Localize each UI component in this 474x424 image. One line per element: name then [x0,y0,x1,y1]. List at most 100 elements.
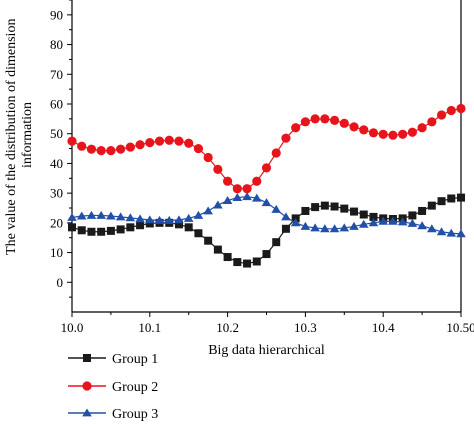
data-point [358,219,369,228]
data-point [203,206,213,215]
y-axis-title-line-2: information [20,102,35,168]
data-point [145,215,155,224]
data-point [135,214,145,223]
legend-entry-1: Group 1 [68,352,158,367]
x-tick-label: 10.2 [216,320,239,335]
data-point [350,207,359,216]
legend-marker [82,408,92,417]
y-tick-label: 30 [50,186,63,201]
data-point [67,212,77,221]
legend-entry-3: Group 3 [68,407,158,422]
legend-label: Group 1 [112,352,158,367]
data-point [427,117,437,127]
data-point [408,211,417,220]
data-point [359,210,368,219]
legend-label: Group 2 [112,380,158,395]
data-point [320,114,330,124]
y-tick-label: 50 [50,126,63,141]
y-tick-label: 10 [50,245,63,260]
legend-marker [82,381,92,391]
data-point [67,136,77,146]
data-point [281,224,290,233]
x-tick-label: 10.3 [294,320,317,335]
data-point [388,216,398,225]
data-point [310,114,320,124]
data-point [446,228,457,237]
data-point [300,221,311,230]
data-point [126,223,135,232]
data-point [378,129,388,139]
data-point [447,194,456,203]
data-point [96,146,106,156]
data-point [116,144,126,154]
legend: Group 1 Group 2 Group 3 [68,352,158,422]
data-point [261,198,272,207]
data-point [329,115,340,125]
data-point [417,123,427,133]
data-point [242,192,252,201]
data-point [252,257,261,266]
data-point [86,210,97,219]
series-3 [67,192,466,238]
data-point [135,140,145,150]
data-point [174,136,184,146]
y-tick-label: 20 [50,215,63,230]
y-tick-label: 0 [57,275,64,290]
legend-marker [83,354,91,362]
data-point [252,176,262,186]
axes [71,0,462,313]
data-point [76,211,87,220]
x-tick-label: 10.4 [372,320,395,335]
data-point [339,223,350,232]
data-point [397,217,408,226]
data-point [368,218,379,227]
data-point [271,204,282,213]
data-point [115,212,126,221]
data-point [359,125,369,135]
data-point [193,210,204,219]
data-point [349,122,359,132]
data-point [320,224,330,233]
data-point [291,123,301,133]
data-point [194,229,203,238]
data-point [417,221,427,230]
data-point [232,184,242,194]
data-point [456,103,466,114]
data-point [407,218,418,227]
series-1 [68,193,465,268]
data-point [96,210,106,219]
data-point [368,128,379,138]
data-point [251,193,262,202]
data-point [106,146,116,156]
legend-label: Group 3 [112,407,158,422]
data-point [106,226,115,235]
data-point [242,184,252,194]
data-point [183,213,194,222]
data-point [311,203,320,212]
data-point [213,164,223,174]
y-axis-ticks: 0 10 20 30 40 50 60 70 80 90 [50,0,72,298]
y-axis-title: The value of the distribution of dimensi… [4,15,35,255]
y-tick-label: 60 [50,97,63,112]
data-point [204,236,213,245]
x-tick-label: 10.0 [61,320,84,335]
data-point [329,224,340,233]
data-point [116,225,125,234]
data-point [68,223,76,232]
data-point [77,226,86,235]
data-point [310,223,320,232]
x-tick-label: 10.1 [138,320,161,335]
x-tick-label: 10.50 [446,320,474,335]
data-point [388,130,398,140]
data-point [271,148,281,158]
data-point [290,218,301,227]
data-point [320,201,329,210]
data-point [436,110,447,120]
data-point [436,227,447,236]
data-point [340,204,349,213]
series-layer [67,103,466,268]
data-point [300,117,310,127]
data-point [457,193,465,202]
data-point [213,245,222,254]
